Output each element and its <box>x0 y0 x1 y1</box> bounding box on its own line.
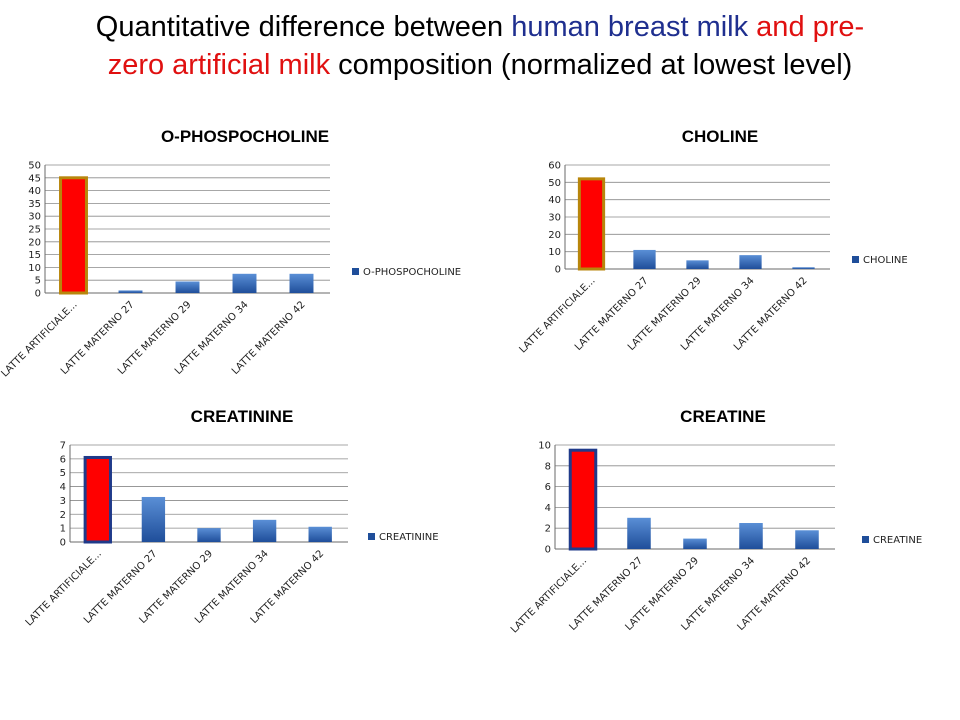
chart-choline: CHOLINE 0 10 20 30 40 50 60 LATTE ARTIFICIALE...… <box>490 120 950 420</box>
y-tick-label: 15 <box>28 250 41 261</box>
y-tick-label: 0 <box>545 545 551 556</box>
page-title-line-2: zero artificial milk composition (normal… <box>0 46 960 84</box>
legend-label: O-PHOSPOCHOLINE <box>363 267 461 278</box>
legend-label: CREATINE <box>873 535 922 546</box>
legend-swatch <box>852 256 859 263</box>
bar <box>141 496 166 542</box>
y-tick-label: 40 <box>28 186 41 197</box>
y-tick-label: 30 <box>548 213 561 224</box>
y-tick-label: 5 <box>35 276 41 287</box>
y-tick-label: 40 <box>548 195 561 206</box>
title-part-6: composition (normalized at lowest level) <box>330 49 853 81</box>
legend-label: CHOLINE <box>863 255 908 266</box>
y-tick-label: 5 <box>60 468 66 479</box>
bar-highlighted <box>83 455 112 544</box>
y-tick-label: 3 <box>60 496 66 507</box>
y-tick-label: 10 <box>28 263 41 274</box>
y-tick-label: 25 <box>28 225 41 236</box>
y-tick-label: 50 <box>548 178 561 189</box>
bar <box>197 528 221 542</box>
bar <box>627 517 651 549</box>
title-part-3: and <box>748 11 813 43</box>
bar-highlighted <box>568 448 598 551</box>
y-tick-label: 45 <box>28 173 41 184</box>
y-tick-label: 35 <box>28 199 41 210</box>
title-part-2: human breast milk <box>511 11 749 43</box>
bar <box>308 526 332 542</box>
bar <box>289 273 314 293</box>
bar <box>686 260 709 269</box>
y-tick-label: 2 <box>60 510 66 521</box>
y-tick-label: 20 <box>548 230 561 241</box>
chart-title: O-PHOSPOCHOLINE <box>161 127 329 146</box>
legend: CHOLINE <box>852 255 908 266</box>
bar <box>232 273 257 293</box>
bar <box>795 530 819 549</box>
y-tick-label: 0 <box>555 265 561 276</box>
bar <box>633 249 656 269</box>
bar <box>118 290 143 293</box>
chart-svg: O-PHOSPOCHOLINE05101520253035404550LATTE… <box>0 127 461 380</box>
y-tick-label: 60 <box>548 161 561 172</box>
bar <box>683 538 707 549</box>
bar <box>792 267 815 269</box>
chart-creatine: CREATINE 0 2 4 6 8 10 LATTE ARTIFICIALE... LATTE… <box>490 400 950 700</box>
y-tick-label: 10 <box>548 247 561 258</box>
y-tick-label: 1 <box>60 524 66 535</box>
title-part-5: zero artificial milk <box>107 49 331 81</box>
y-tick-label: 20 <box>28 237 41 248</box>
y-tick-label: 30 <box>28 212 41 223</box>
bar <box>252 519 277 542</box>
bar-highlighted <box>59 176 88 295</box>
y-tick-label: 6 <box>60 454 66 465</box>
bar <box>739 523 763 549</box>
y-tick-label: 8 <box>545 461 551 472</box>
y-tick-label: 4 <box>60 482 66 493</box>
chart-title: CHOLINE <box>682 127 759 146</box>
title-part-4: pre- <box>812 11 865 43</box>
y-tick-label: 7 <box>60 441 66 452</box>
legend: CREATINE <box>862 535 922 546</box>
chart-o-phospocholine: O-PHOSPOCHOLINE 0 5 10 15 20 25 30 35 40 45 50 LATTE… <box>0 120 461 420</box>
legend-label: CREATININE <box>379 532 439 543</box>
y-tick-label: 50 <box>28 161 41 172</box>
y-tick-label: 4 <box>545 503 551 514</box>
chart-title: CREATININE <box>191 407 294 426</box>
chart-title: CREATINE <box>680 407 766 426</box>
chart-creatinine: CREATININE 0 1 2 3 4 5 6 7 LATTE ARTIFICIALE... LA… <box>20 400 480 700</box>
y-tick-label: 0 <box>35 289 41 300</box>
bar-highlighted <box>577 177 606 271</box>
y-tick-label: 10 <box>538 441 551 452</box>
bar <box>175 281 200 293</box>
legend-swatch <box>352 268 359 275</box>
legend: O-PHOSPOCHOLINE <box>352 267 461 278</box>
y-tick-label: 0 <box>60 538 66 549</box>
page-title-line-1: Quantitative difference between human br… <box>0 8 960 46</box>
y-tick-label: 6 <box>545 482 551 493</box>
legend: CREATININE <box>368 532 439 543</box>
legend-swatch <box>368 533 375 540</box>
bar <box>739 255 762 269</box>
y-tick-label: 2 <box>545 524 551 535</box>
legend-swatch <box>862 536 869 543</box>
title-part-1: Quantitative difference between <box>95 11 512 43</box>
page-title: Quantitative difference between human br… <box>0 8 960 84</box>
